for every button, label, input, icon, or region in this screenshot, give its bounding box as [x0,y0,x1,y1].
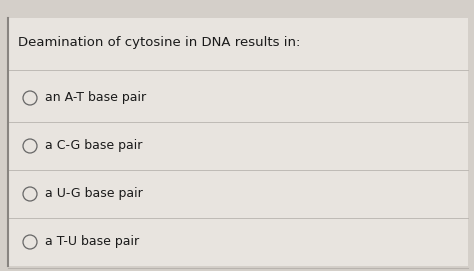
Circle shape [23,187,37,201]
Circle shape [23,139,37,153]
Text: an A-T base pair: an A-T base pair [45,92,146,105]
Text: a T-U base pair: a T-U base pair [45,235,139,249]
Text: Deamination of cytosine in DNA results in:: Deamination of cytosine in DNA results i… [18,36,301,49]
Circle shape [23,91,37,105]
Text: a C-G base pair: a C-G base pair [45,140,142,153]
Text: a U-G base pair: a U-G base pair [45,188,143,201]
Circle shape [23,235,37,249]
